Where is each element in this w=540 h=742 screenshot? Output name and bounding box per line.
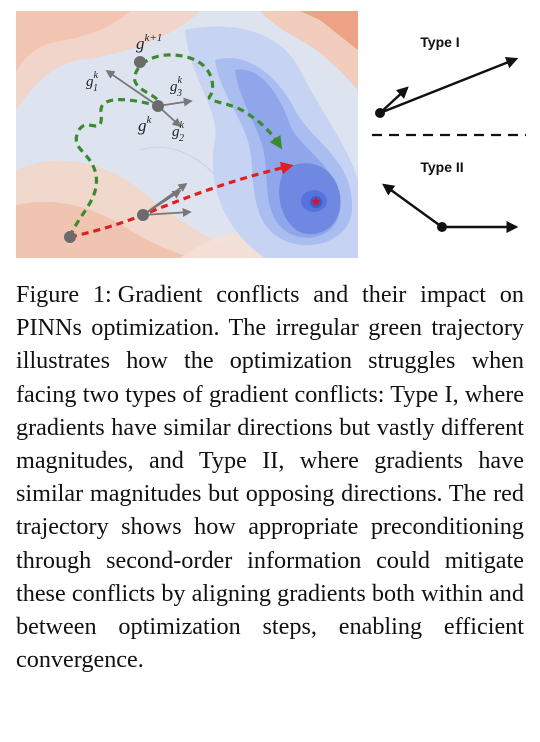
caption-text: Gradient conflicts and their impact on P… bbox=[16, 281, 524, 674]
gradient-conflict-figure: ★ gk+1 gk 1 gk 3 gk gk 2 Type I Type II bbox=[16, 11, 526, 258]
optimum-star-icon: ★ bbox=[310, 195, 322, 210]
gk1-node bbox=[134, 56, 146, 68]
type-i-origin bbox=[375, 108, 385, 118]
type-ii-label: Type II bbox=[420, 159, 463, 175]
figure-label: Figure 1: bbox=[16, 281, 112, 308]
red-step-node bbox=[137, 209, 149, 221]
gk-node bbox=[152, 100, 164, 112]
label-g2-k: gk 2 bbox=[172, 120, 185, 144]
loss-landscape bbox=[16, 11, 358, 258]
label-g-k: gk bbox=[138, 114, 153, 135]
type-i-diagram bbox=[379, 56, 519, 115]
label-g3-k: gk 3 bbox=[170, 75, 183, 99]
type-i-label: Type I bbox=[420, 34, 459, 50]
figure-caption: Figure 1: Gradient conflicts and their im… bbox=[16, 278, 524, 676]
red-trajectory bbox=[69, 161, 294, 239]
type-ii-diagram bbox=[382, 183, 519, 233]
label-g-k-plus-1: gk+1 bbox=[136, 32, 162, 53]
type-ii-origin bbox=[437, 222, 447, 232]
start-node bbox=[64, 231, 76, 243]
green-trajectory bbox=[68, 53, 283, 238]
gradient-arrows-red bbox=[142, 182, 192, 217]
label-g1-k: gk 1 bbox=[86, 70, 99, 94]
